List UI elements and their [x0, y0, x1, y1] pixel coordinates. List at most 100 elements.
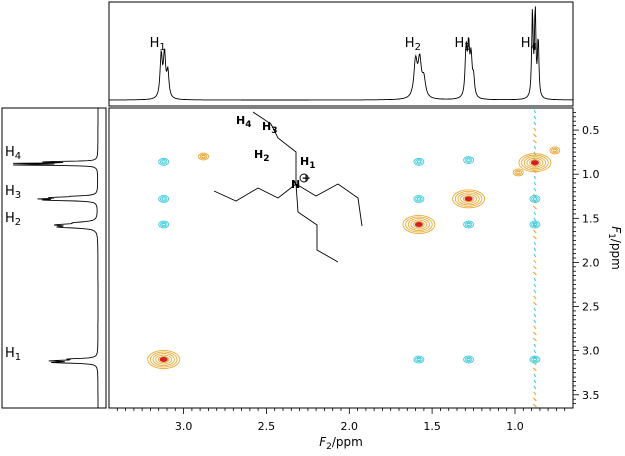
t1-noise-segment [533, 115, 537, 120]
cross-peak-ring [463, 220, 475, 229]
cross-peak-ring [158, 194, 170, 203]
diagonal-peak-ring [149, 351, 178, 368]
labelled-butyl-chain [252, 111, 297, 184]
t1-noise-segment [533, 385, 537, 390]
t1-noise-segment [533, 319, 537, 324]
t1-noise-segment [533, 187, 537, 192]
diagonal-peak-core [414, 222, 423, 227]
t1-noise-streak [532, 109, 537, 408]
t1-noise-segment [533, 367, 537, 372]
artifact-peak-ring [198, 152, 209, 161]
t1-noise-segment [532, 271, 537, 276]
t1-noise-segment [533, 289, 537, 294]
nitrogen-atom-label: N [291, 178, 300, 191]
t1-noise-segment [533, 397, 537, 402]
diagonal-peak-ring [526, 157, 544, 168]
artifact-peak [512, 168, 524, 177]
cross-peak-ring [532, 222, 538, 227]
cross-peak [529, 355, 541, 364]
cross-peak-ring [532, 357, 538, 362]
diagonal-peak-ring [413, 221, 425, 228]
positive-charge-sign: + [302, 172, 311, 185]
t1-noise-segment [533, 211, 536, 216]
t1-noise-segment [533, 373, 536, 378]
diagonal-peak [452, 189, 486, 209]
t1-noise-segment [533, 295, 537, 300]
cross-peak-ring [529, 220, 541, 229]
f1-tick-label: 3.5 [582, 389, 600, 402]
diagonal-peak-ring [410, 219, 428, 230]
molecule-label-h3: H3 [262, 120, 277, 136]
cross-peak-ring [531, 221, 539, 228]
cross-peak-ring [531, 356, 539, 363]
t1-noise-segment [533, 283, 537, 288]
t1-noise-segment [532, 205, 537, 210]
f1-axis-ticks: 0.5 1.0 1.5 2.0 2.5 3.0 3.5 [573, 112, 600, 405]
cross-peak-ring [415, 159, 423, 165]
f1-tick-label: 2.5 [582, 301, 600, 314]
top-peak-labels: H1 H2 H3 H4 [150, 36, 537, 53]
f2-axis-label: F2/ppm [319, 435, 363, 452]
left-peak-label-h4: H4 [5, 145, 21, 162]
t1-noise-segment [533, 247, 537, 252]
artifact-peak-ring [549, 146, 561, 155]
diagonal-peak-ring [523, 156, 547, 170]
cross-peak-ring [159, 159, 168, 165]
diagonal-peak-ring [152, 353, 175, 366]
molecule-label-h1: H1 [300, 155, 315, 171]
artifact-peak-ring [514, 169, 522, 176]
t1-noise-segment [532, 403, 537, 408]
diagonal-peak-ring [407, 218, 430, 231]
cross-peak-ring [413, 157, 425, 166]
cross-peak-ring [529, 194, 541, 203]
cross-peak-ring [161, 160, 166, 164]
left-spectrum-frame [1, 107, 107, 409]
positive-charge-circle [299, 173, 309, 183]
t1-noise-segment [533, 391, 537, 396]
cross-peak-ring [159, 196, 168, 202]
cross-peak-ring [161, 197, 166, 201]
cross-peak [158, 194, 170, 203]
cross-peak-ring [158, 220, 170, 229]
t1-noise-segment [533, 217, 537, 222]
f1-tick-label: 1.5 [582, 212, 600, 225]
diagonal-peak-core [530, 160, 539, 166]
t1-noise-segment [533, 379, 537, 384]
t1-noise-segment [533, 253, 537, 258]
t1-noise-segment [533, 313, 537, 318]
cross-peak-ring [416, 197, 421, 201]
diagonal-peak-ring [147, 350, 181, 369]
t1-noise-segment [533, 343, 536, 348]
left-peak-labels: H1 H2 H3 H4 [5, 145, 21, 363]
right-butyl-chain [295, 183, 363, 227]
f1-tick-label: 0.5 [582, 124, 600, 137]
f2-axis-ticks: 3.0 2.5 2.0 1.5 1.0 [116, 408, 566, 433]
left-peak-label-h2: H2 [5, 211, 21, 228]
cross-peak [158, 157, 170, 166]
diagonal-peak-ring [452, 189, 486, 209]
top-spectrum-frame [108, 1, 574, 107]
t1-noise-segment [533, 241, 536, 246]
cross-peak-ring [529, 355, 541, 364]
cross-peak-ring [161, 222, 166, 227]
f1-tick-label: 2.0 [582, 256, 600, 269]
cross-peak-ring [531, 196, 539, 202]
cross-peak-ring [416, 160, 421, 164]
molecule-label-h4: H4 [236, 114, 251, 130]
artifact-peak-ring [516, 170, 521, 174]
t1-noise-segment [533, 265, 537, 270]
diagonal-peak-ring [155, 354, 173, 365]
artifact-peak [198, 152, 209, 161]
bottom-butyl-chain [295, 183, 339, 263]
artifact-peak-ring [199, 153, 208, 160]
diagonal-peak-core [464, 196, 473, 202]
contour-peaks [147, 146, 561, 369]
cross-peak-ring [466, 222, 471, 227]
cross-peak-ring [464, 157, 473, 163]
f2-tick-label: 1.0 [506, 420, 524, 433]
artifact-peak-ring [552, 148, 557, 152]
diagonal-peak-ring [405, 216, 433, 233]
diagonal-peak [518, 153, 552, 173]
cross-peak-ring [466, 158, 471, 162]
